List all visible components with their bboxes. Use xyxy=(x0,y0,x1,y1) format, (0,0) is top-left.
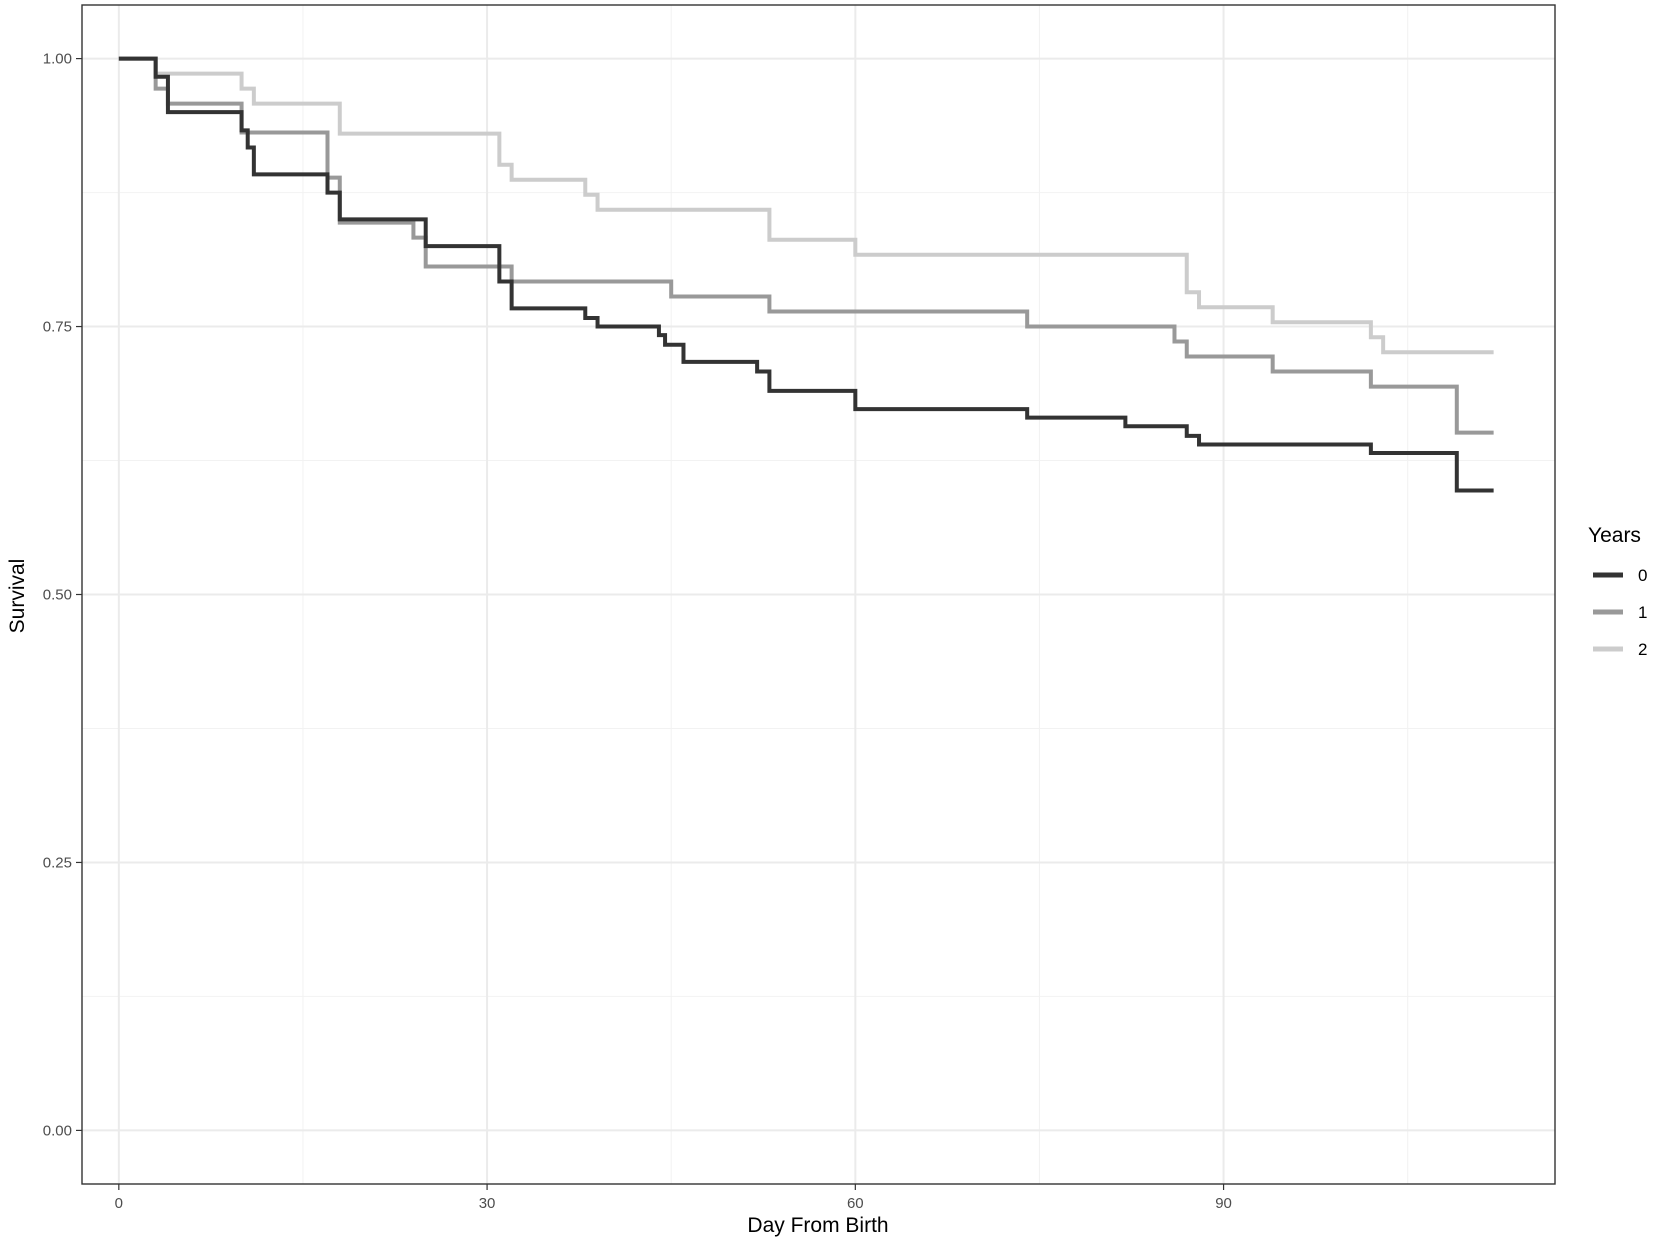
major-grid xyxy=(82,5,1555,1184)
x-axis-title: Day From Birth xyxy=(747,1214,888,1237)
y-axis-title: Survival xyxy=(6,559,29,634)
y-tick-label: 0.75 xyxy=(43,319,72,336)
legend: Years 0 1 2 xyxy=(1588,524,1647,659)
series-line-2 xyxy=(118,56,1494,355)
legend-label-0: 0 xyxy=(1638,566,1647,585)
x-tick-label: 60 xyxy=(847,1195,864,1212)
minor-grid xyxy=(82,5,1555,1184)
legend-label-2: 2 xyxy=(1638,640,1647,659)
x-tick-label: 0 xyxy=(115,1195,123,1212)
x-axis: 0 30 60 90 xyxy=(115,1184,1232,1212)
y-tick-label: 0.25 xyxy=(43,854,72,871)
y-tick-label: 0.50 xyxy=(43,587,72,604)
y-axis: 0.00 0.25 0.50 0.75 1.00 xyxy=(43,51,82,1139)
y-tick-label: 1.00 xyxy=(43,51,72,68)
legend-title: Years xyxy=(1588,524,1641,547)
y-tick-label: 0.00 xyxy=(43,1122,72,1139)
x-tick-label: 30 xyxy=(479,1195,496,1212)
series-layer xyxy=(118,56,1494,493)
series-line-0 xyxy=(118,56,1494,493)
legend-label-1: 1 xyxy=(1638,603,1647,622)
x-tick-label: 90 xyxy=(1215,1195,1232,1212)
